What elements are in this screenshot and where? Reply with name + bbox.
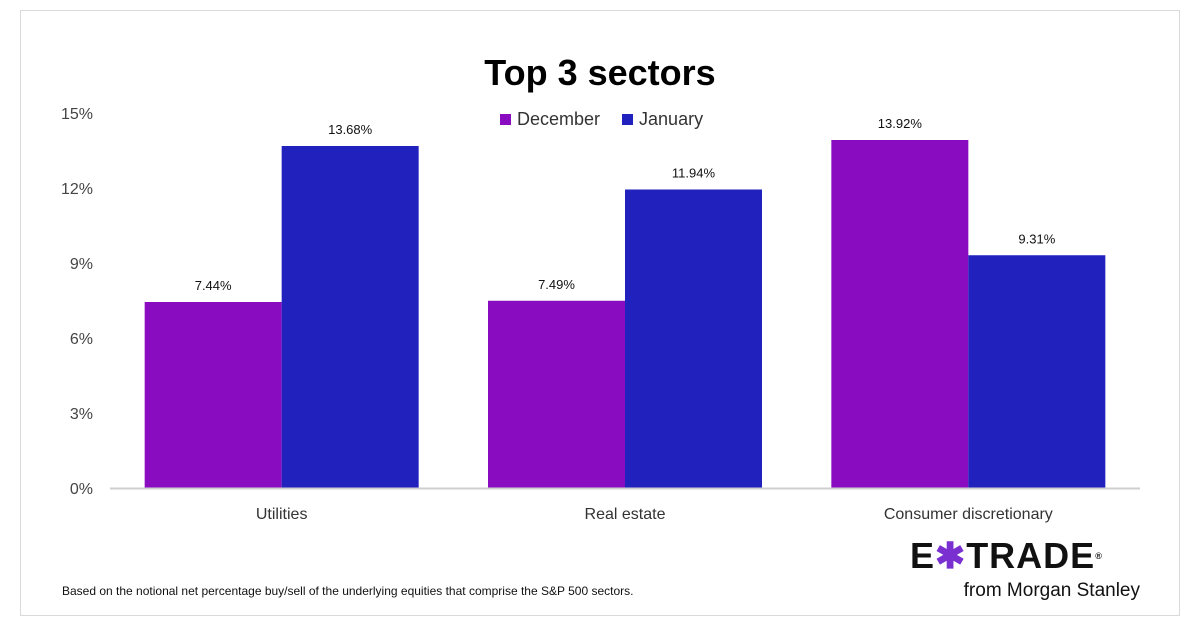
x-tick-label: Real estate <box>585 506 666 523</box>
y-tick-label: 3% <box>70 406 93 423</box>
y-tick-label: 0% <box>70 481 93 498</box>
x-tick-label: Consumer discretionary <box>884 506 1053 523</box>
legend-swatch-december <box>500 114 511 125</box>
bar-december <box>488 300 625 488</box>
legend-item-january: January <box>622 109 703 130</box>
legend: December January <box>500 109 703 130</box>
bar-december <box>144 302 282 488</box>
data-label: 11.94% <box>672 166 716 181</box>
y-tick-label: 9% <box>70 256 93 273</box>
bar-january <box>968 255 1106 488</box>
data-label: 13.68% <box>328 122 373 137</box>
legend-label: December <box>517 109 601 129</box>
chart-title: Top 3 sectors <box>484 52 716 93</box>
data-label: 7.49% <box>538 277 575 292</box>
bar-january <box>625 189 762 488</box>
chart-frame <box>20 10 1180 616</box>
y-tick-label: 12% <box>61 181 93 198</box>
bar-january <box>281 146 419 488</box>
data-label: 9.31% <box>1018 231 1055 246</box>
legend-swatch-january <box>622 114 634 125</box>
legend-label: January <box>639 109 704 129</box>
x-tick-label: Utilities <box>256 506 308 523</box>
y-tick-label: 15% <box>61 106 93 123</box>
etrade-logo: E✱TRADE® from Morgan Stanley <box>910 535 1140 602</box>
y-tick-label: 6% <box>70 331 93 348</box>
footnote: Based on the notional net percentage buy… <box>62 584 634 598</box>
logo-tagline: from Morgan Stanley <box>963 580 1140 601</box>
data-label: 7.44% <box>195 278 232 293</box>
legend-item-december: December <box>500 109 600 130</box>
bar-december <box>831 140 969 488</box>
data-label: 13.92% <box>878 116 923 131</box>
